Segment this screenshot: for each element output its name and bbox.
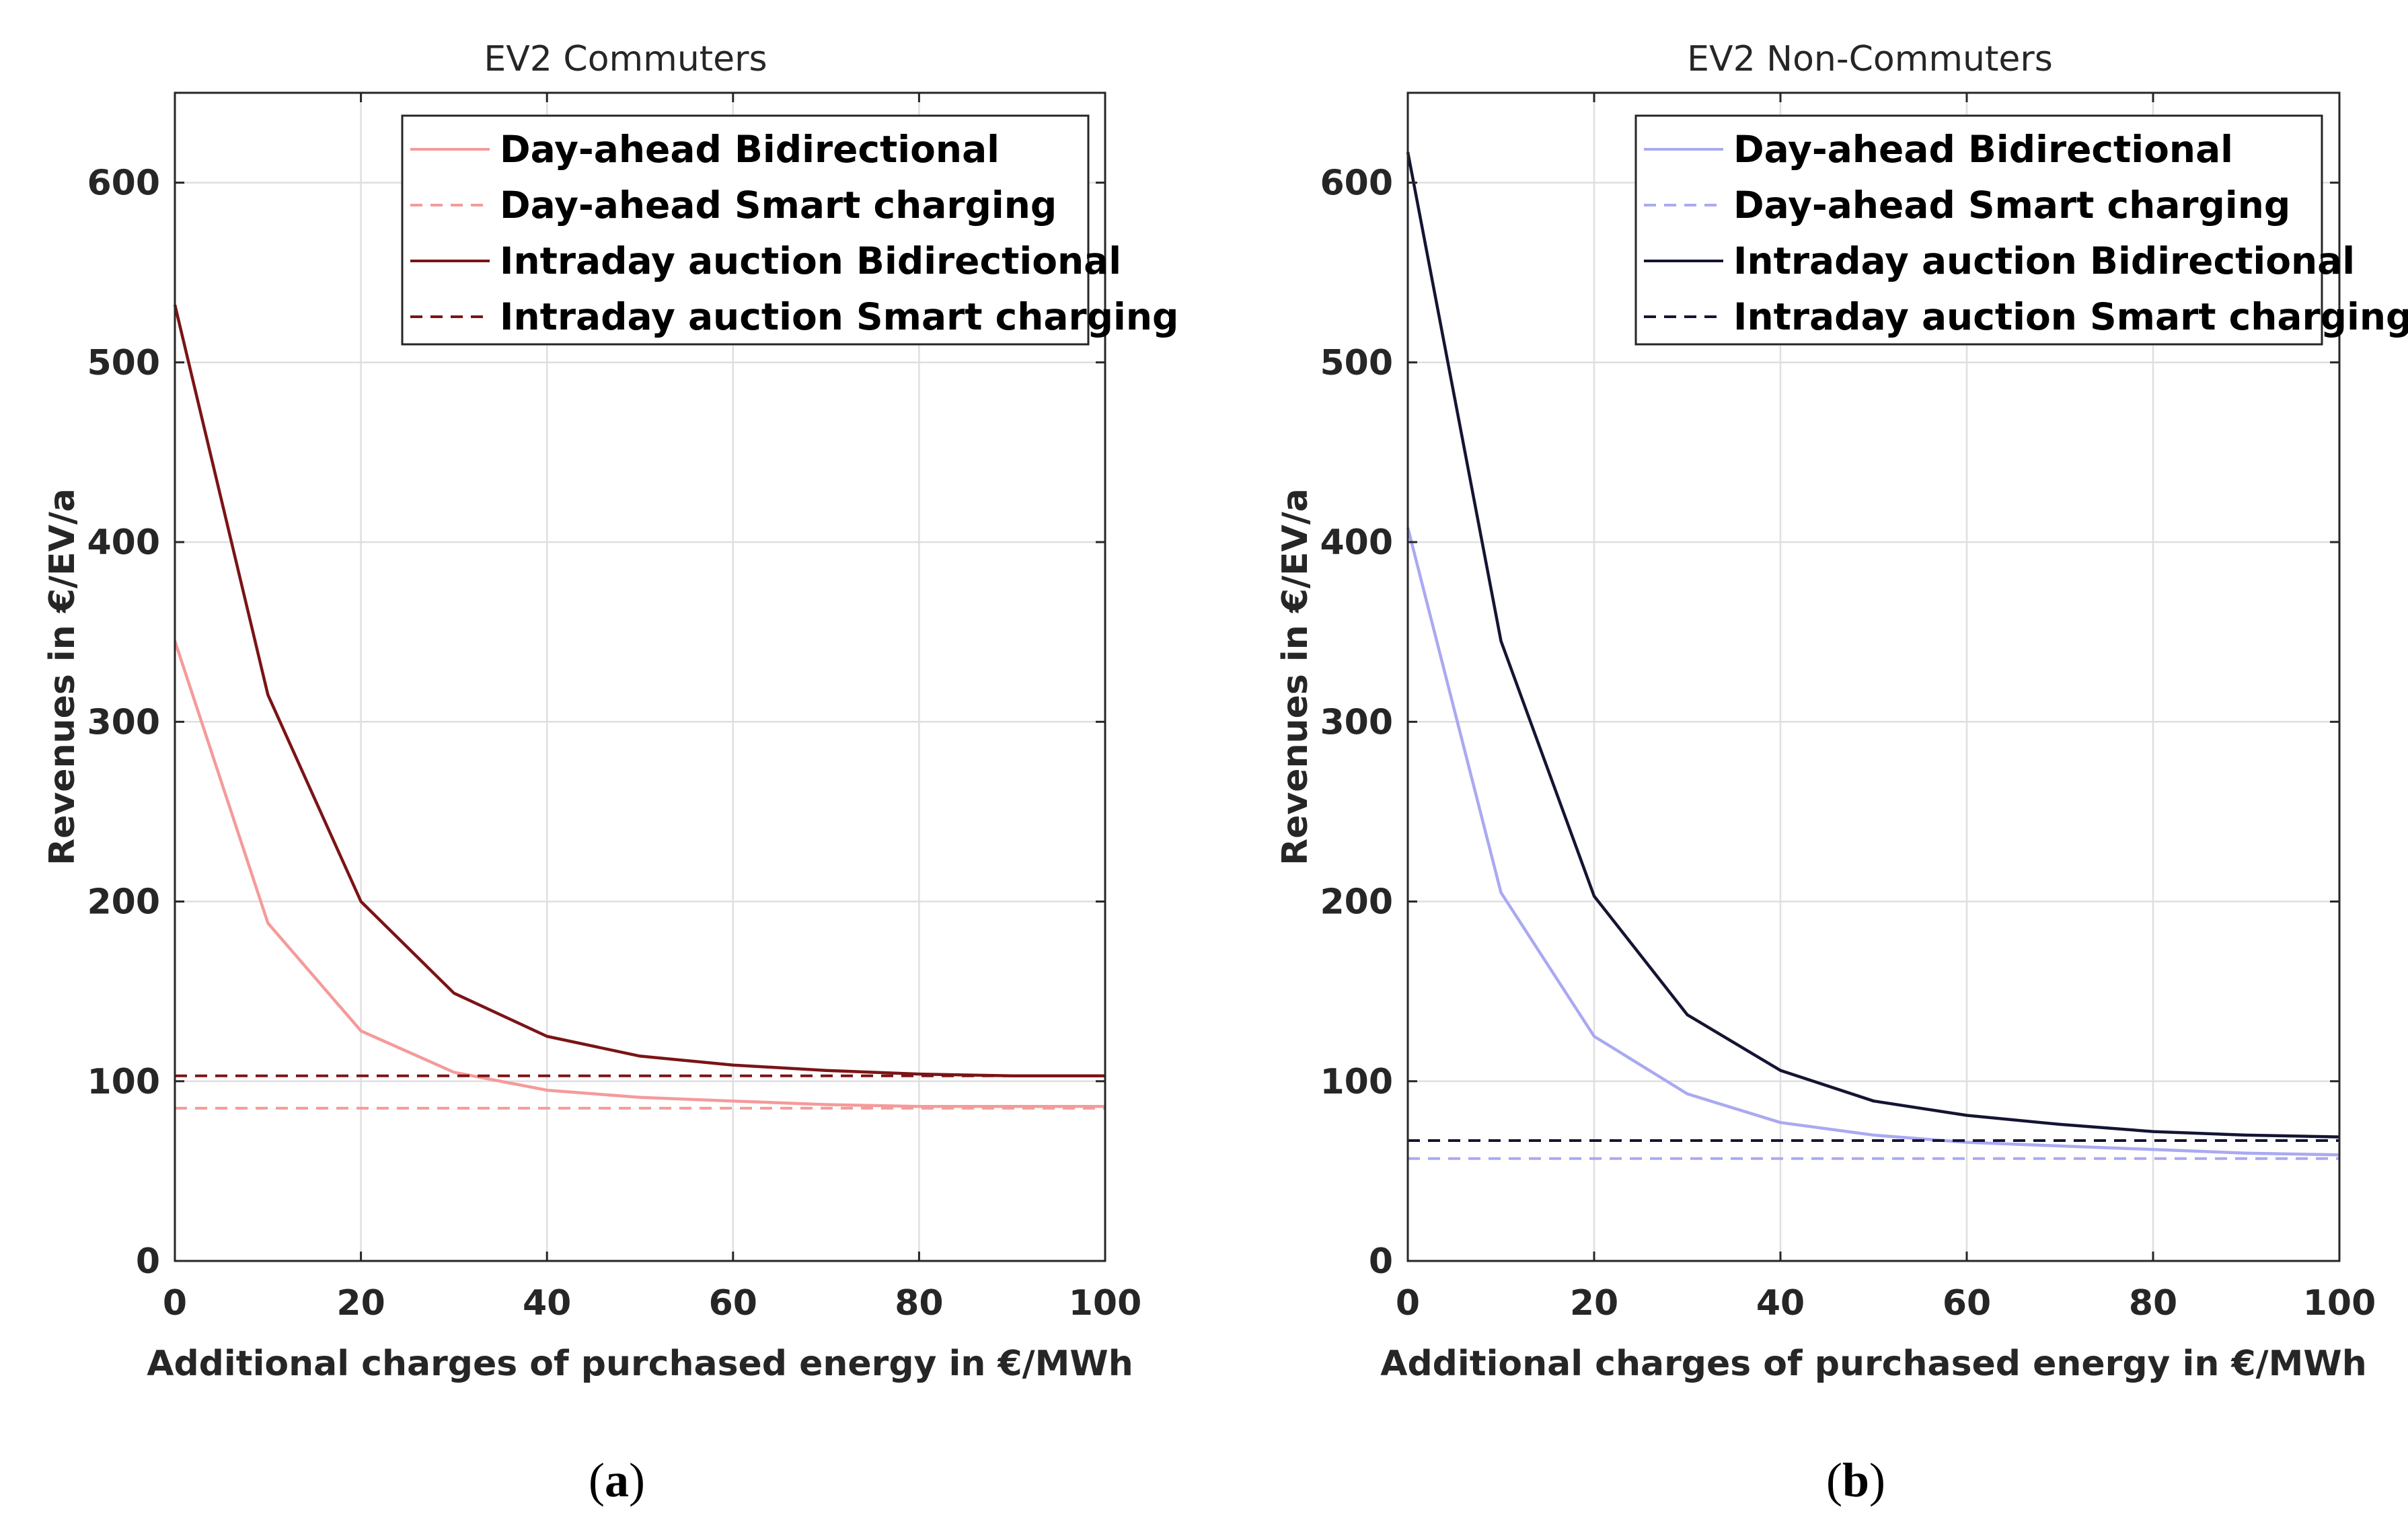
x-axis-label: Additional charges of purchased energy i… (1380, 1344, 2367, 1384)
x-tick-label: 100 (2303, 1283, 2376, 1323)
chart-panel-b: 0 20 40 60 80 100 0 100 200 300 400 500 600 EV2 Non-C… (1275, 39, 2408, 1507)
legend-box (401, 114, 1090, 346)
x-tick-label: 60 (1943, 1283, 1991, 1323)
x-tick-label: 60 (709, 1283, 757, 1323)
series-line-1 (1406, 527, 2340, 1157)
panel-caption-letter: a (605, 1453, 629, 1507)
y-axis-label: Revenues in €/EV/a (1275, 488, 1316, 866)
legend-label-1: Day-ahead Bidirectional (500, 128, 1000, 171)
y-tick-label: 100 (1320, 1062, 1393, 1102)
y-tick-label: 400 (1320, 523, 1393, 563)
panel-caption-letter: b (1842, 1453, 1869, 1507)
axes-box (1406, 91, 2341, 1262)
legend-label-2: Day-ahead Smart charging (1733, 184, 2290, 227)
panel-caption: (a) (589, 1453, 645, 1507)
legend-label-1: Day-ahead Bidirectional (1733, 128, 2233, 171)
chart-title: EV2 Commuters (484, 39, 767, 79)
legend-label-4: Intraday auction Smart charging (1733, 295, 2408, 338)
y-tick-label: 500 (1320, 343, 1393, 383)
panel-caption: (b) (1826, 1453, 1885, 1507)
legend: Day-ahead Bidirectional Day-ahead Smart c… (1634, 114, 2408, 346)
x-tick-label: 20 (1570, 1283, 1618, 1323)
x-tick-label: 0 (163, 1283, 187, 1323)
x-tick-label: 0 (1396, 1283, 1420, 1323)
y-axis-label: Revenues in €/EV/a (42, 488, 83, 866)
legend: Day-ahead Bidirectional Day-ahead Smart c… (401, 114, 1178, 346)
y-tick-label: 500 (87, 343, 160, 383)
y-tick-label: 400 (87, 523, 160, 563)
x-tick-label: 80 (895, 1283, 943, 1323)
legend-label-3: Intraday auction Bidirectional (1733, 239, 2355, 282)
series-line-1 (173, 640, 1105, 1108)
x-axis-label: Additional charges of purchased energy i… (147, 1344, 1133, 1384)
legend-box (1634, 114, 2323, 346)
y-tick-label: 300 (1320, 702, 1393, 742)
chart-title: EV2 Non-Commuters (1687, 39, 2053, 79)
y-tick-label: 200 (1320, 882, 1393, 923)
y-tick-label: 100 (87, 1062, 160, 1102)
y-tick-label: 0 (136, 1241, 160, 1282)
x-tick-label: 80 (2129, 1283, 2177, 1323)
x-tick-label: 40 (523, 1283, 571, 1323)
axes-box (174, 91, 1106, 1262)
legend-label-2: Day-ahead Smart charging (500, 184, 1057, 227)
x-tick-label: 100 (1069, 1283, 1142, 1323)
y-tick-label: 600 (1320, 163, 1393, 204)
x-tick-label: 20 (336, 1283, 385, 1323)
y-tick-label: 300 (87, 702, 160, 742)
legend-label-3: Intraday auction Bidirectional (500, 239, 1121, 282)
y-tick-label: 200 (87, 882, 160, 923)
y-tick-label: 0 (1369, 1241, 1393, 1282)
series-line-3 (1406, 151, 2340, 1139)
y-tick-label: 600 (87, 163, 160, 204)
chart-panel-a: 0 20 40 60 80 100 0 100 200 300 400 500 600 EV2 Commu… (42, 39, 1178, 1507)
x-tick-label: 40 (1756, 1283, 1805, 1323)
legend-label-4: Intraday auction Smart charging (500, 295, 1178, 338)
